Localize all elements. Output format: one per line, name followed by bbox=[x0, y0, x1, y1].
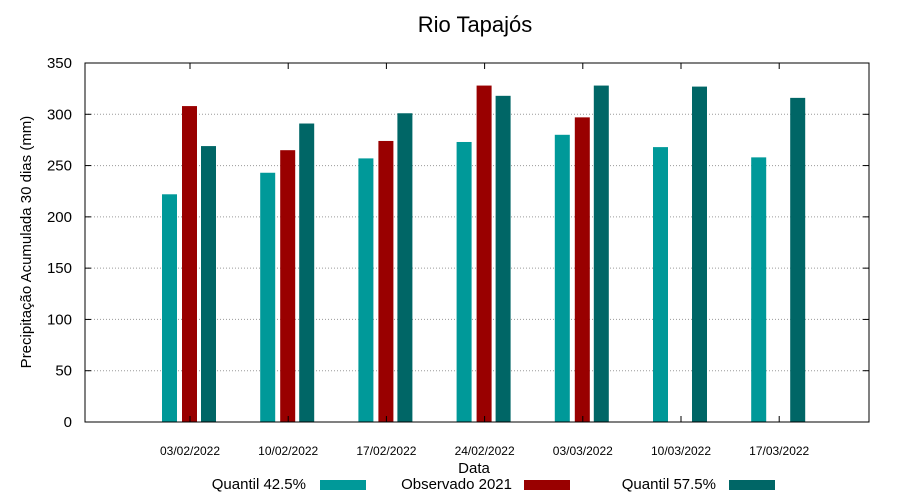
bar-2-1 bbox=[182, 106, 197, 422]
bar-1-4 bbox=[456, 141, 472, 423]
y-tick-label: 250 bbox=[47, 158, 72, 175]
bar-1-2 bbox=[260, 172, 276, 422]
bar-3-2 bbox=[299, 123, 315, 422]
x-tick-label: 10/02/2022 bbox=[258, 444, 318, 458]
bar-1-6 bbox=[653, 147, 668, 422]
bar-2-5 bbox=[574, 117, 590, 422]
bars-layer bbox=[162, 85, 806, 423]
legend-swatch-2 bbox=[524, 480, 570, 490]
chart-title: Rio Tapajós bbox=[418, 12, 533, 37]
y-tick-label: 50 bbox=[55, 363, 72, 380]
bar-2-2 bbox=[280, 150, 296, 422]
bar-3-4 bbox=[495, 95, 511, 422]
x-tick-label: 17/02/2022 bbox=[356, 444, 416, 458]
y-tick-label: 350 bbox=[47, 55, 72, 72]
legend-swatch-1 bbox=[320, 480, 366, 490]
bar-2-3 bbox=[378, 140, 394, 422]
bar-1-3 bbox=[358, 158, 374, 423]
bar-3-3 bbox=[397, 113, 413, 422]
plot-frame bbox=[84, 62, 870, 423]
bar-3-1 bbox=[201, 146, 216, 422]
legend-swatch-3 bbox=[729, 480, 775, 490]
y-axis-label: Precipitação Acumulada 30 dias (mm) bbox=[18, 116, 35, 369]
x-axis-ticks: 03/02/2022 10/02/2022 17/02/2022 24/02/2022… bbox=[160, 63, 810, 458]
legend-label-1: Quantil 42.5% bbox=[212, 476, 306, 493]
y-tick-label: 100 bbox=[47, 311, 72, 328]
y-tick-label: 200 bbox=[47, 209, 72, 226]
legend-label-3: Quantil 57.5% bbox=[622, 476, 716, 493]
x-axis-label: Data bbox=[458, 460, 490, 477]
y-axis-ticks: 0 50 100 150 200 250 300 350 bbox=[47, 55, 869, 431]
bar-2-4 bbox=[476, 85, 492, 423]
x-tick-label: 03/02/2022 bbox=[160, 444, 220, 458]
bar-1-5 bbox=[554, 134, 570, 423]
x-tick-label: 03/03/2022 bbox=[553, 444, 613, 458]
x-tick-label: 24/02/2022 bbox=[455, 444, 515, 458]
bar-1-1 bbox=[162, 194, 177, 422]
legend: Quantil 42.5% Observado 2021 Quantil 57.5% bbox=[212, 476, 775, 493]
bar-3-7 bbox=[790, 97, 806, 423]
bar-3-6 bbox=[692, 86, 707, 422]
bar-3-5 bbox=[593, 85, 609, 423]
y-tick-label: 300 bbox=[47, 106, 72, 123]
y-tick-label: 150 bbox=[47, 260, 72, 277]
legend-label-2: Observado 2021 bbox=[401, 476, 512, 493]
x-tick-label: 17/03/2022 bbox=[749, 444, 809, 458]
bar-1-7 bbox=[751, 157, 767, 422]
x-tick-label: 10/03/2022 bbox=[651, 444, 711, 458]
y-tick-label: 0 bbox=[64, 414, 72, 431]
